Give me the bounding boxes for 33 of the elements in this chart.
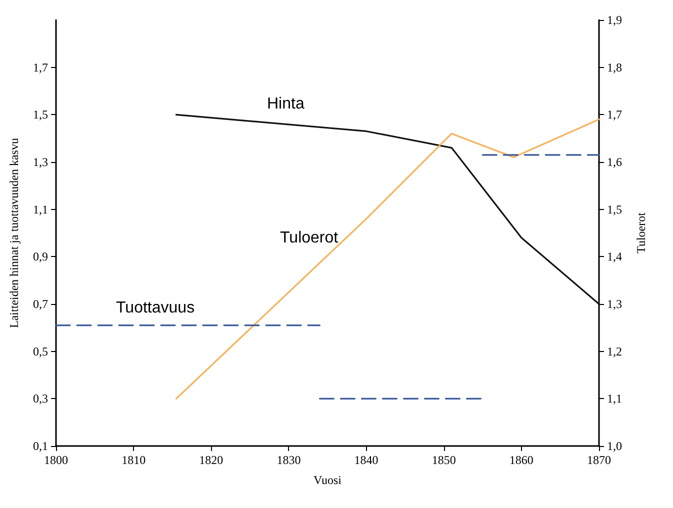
series-label: Hinta bbox=[267, 96, 304, 112]
y-tick-label: 1,1 bbox=[33, 202, 48, 216]
x-tick-label: 1830 bbox=[276, 453, 301, 467]
x-tick-label: 1850 bbox=[432, 453, 456, 467]
y-tick-label: 0,7 bbox=[33, 297, 48, 311]
y2-tick-label: 1,0 bbox=[607, 439, 622, 453]
y2-tick-label: 1,6 bbox=[607, 155, 622, 169]
y-tick-label: 0,3 bbox=[33, 392, 48, 406]
series-label: Tuottavuus bbox=[116, 300, 195, 316]
y-tick-label: 1,3 bbox=[33, 155, 48, 169]
x-tick-label: 1800 bbox=[44, 453, 68, 467]
y-tick-label: 0,5 bbox=[33, 344, 48, 358]
y2-tick-label: 1,9 bbox=[607, 13, 622, 27]
y2-axis-title: Tuloerot bbox=[634, 212, 648, 254]
series-label: Tuloerot bbox=[280, 230, 339, 246]
x-tick-label: 1820 bbox=[199, 453, 224, 467]
y2-tick-label: 1,1 bbox=[607, 392, 622, 406]
y2-tick-label: 1,5 bbox=[607, 202, 622, 216]
x-tick-label: 1860 bbox=[509, 453, 534, 467]
y-tick-label: 0,9 bbox=[33, 250, 48, 264]
y2-tick-label: 1,7 bbox=[607, 108, 622, 122]
y2-tick-label: 1,3 bbox=[607, 297, 622, 311]
y2-tick-label: 1,8 bbox=[607, 60, 622, 74]
x-tick-label: 1870 bbox=[587, 453, 611, 467]
y2-tick-label: 1,4 bbox=[607, 250, 622, 264]
y-axis-title: Laitteiden hinnat ja tuottavuuden kasvu bbox=[7, 138, 21, 328]
y2-tick-label: 1,2 bbox=[607, 344, 622, 358]
x-tick-label: 1810 bbox=[122, 453, 146, 467]
y-tick-label: 0,1 bbox=[33, 439, 48, 453]
x-tick-label: 1840 bbox=[354, 453, 378, 467]
x-axis-title: Vuosi bbox=[314, 473, 342, 487]
y-tick-label: 1,7 bbox=[33, 60, 48, 74]
y-tick-label: 1,5 bbox=[33, 108, 48, 122]
